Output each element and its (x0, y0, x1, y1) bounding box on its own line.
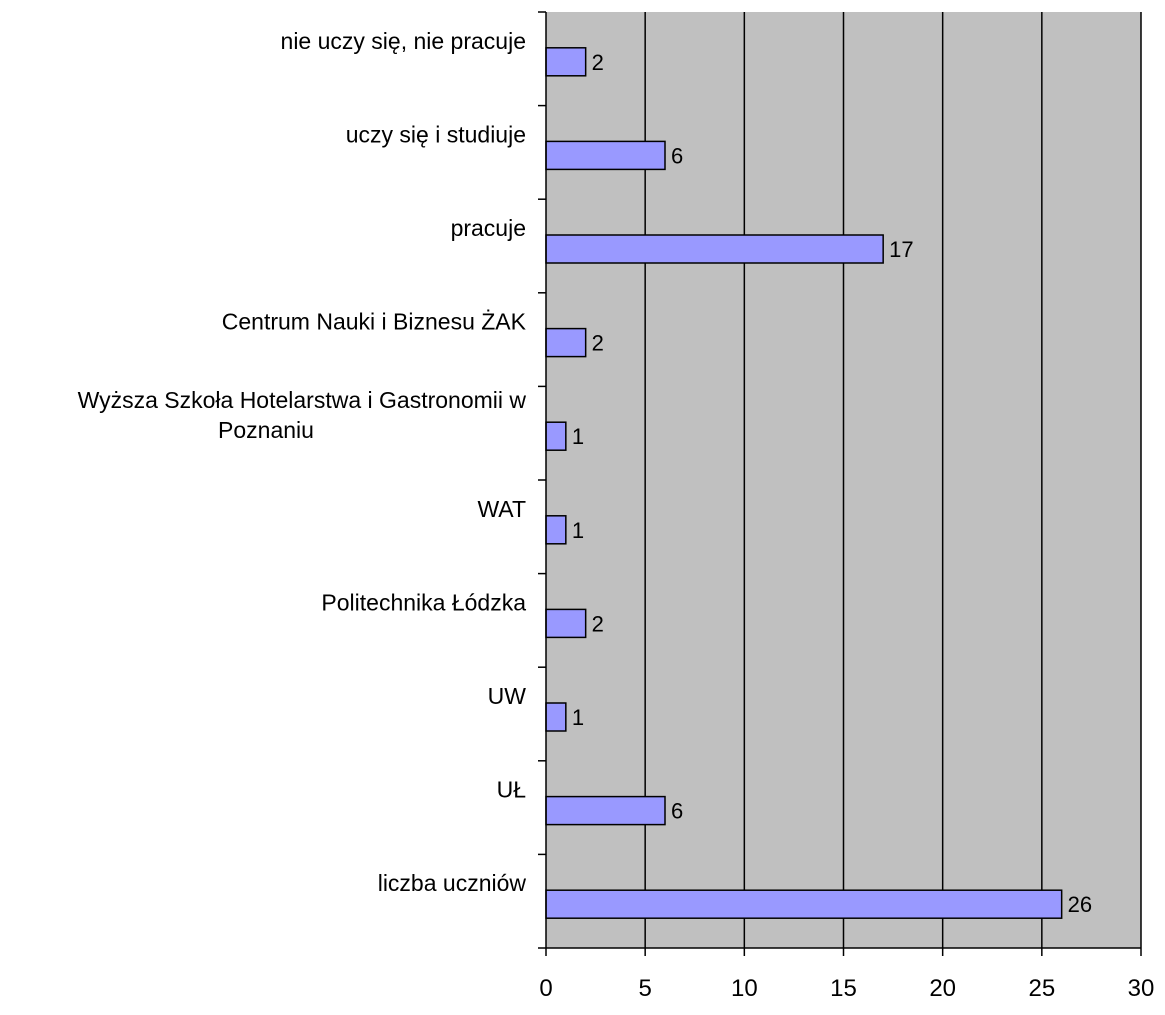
x-tick-label: 25 (1028, 975, 1055, 1002)
x-tick-label: 30 (1128, 975, 1155, 1002)
bar (545, 889, 1063, 919)
x-tick-label: 0 (539, 975, 552, 1002)
bar (545, 515, 567, 545)
bar (545, 421, 567, 451)
data-label: 1 (572, 518, 584, 543)
category-label: Centrum Nauki i Biznesu ŻAK (222, 309, 527, 335)
category-label: Wyższa Szkoła Hotelarstwa i Gastronomii … (78, 387, 527, 413)
category-label: WAT (477, 496, 526, 522)
data-label: 6 (671, 143, 683, 168)
bar (545, 234, 884, 264)
category-label: UŁ (497, 777, 527, 803)
category-label: liczba uczniów (378, 870, 527, 896)
data-label: 6 (671, 799, 683, 824)
category-label: Politechnika Łódzka (321, 589, 526, 615)
bar (545, 140, 666, 171)
data-label: 17 (889, 237, 913, 262)
x-tick-label: 15 (830, 975, 857, 1002)
data-label: 2 (592, 50, 604, 75)
data-label: 26 (1068, 892, 1092, 917)
data-label: 1 (572, 424, 584, 449)
category-label: uczy się i studiuje (346, 121, 526, 147)
category-label: Poznaniu (218, 417, 314, 443)
bar (545, 608, 587, 639)
bar (545, 702, 567, 732)
bars (545, 47, 1063, 919)
x-tick-label: 10 (731, 975, 758, 1002)
data-label: 1 (572, 705, 584, 730)
category-label: pracuje (451, 215, 526, 241)
x-tick-label: 20 (929, 975, 956, 1002)
category-label: nie uczy się, nie pracuje (281, 28, 526, 54)
bar (545, 327, 587, 358)
bar (545, 795, 666, 826)
category-label: UW (488, 683, 527, 709)
labels: 0 5 10 15 20 25 30 2 nie uczy się, nie pracuje 6 u… (78, 28, 1155, 1002)
bar (545, 47, 587, 77)
data-label: 2 (592, 611, 604, 636)
x-tick-label: 5 (638, 975, 651, 1002)
axes (538, 11, 1142, 956)
data-label: 2 (592, 331, 604, 356)
